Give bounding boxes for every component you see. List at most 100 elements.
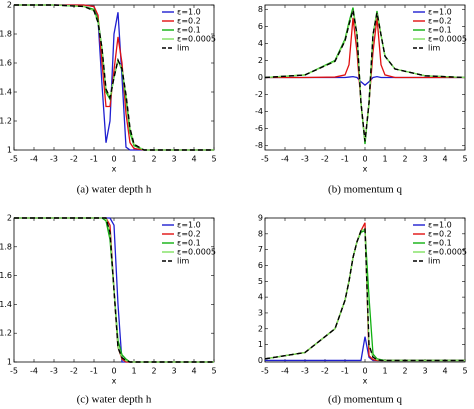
y-tick-label: 2 (7, 1, 12, 10)
x-tick-label: -4 (30, 155, 38, 164)
x-tick-label: 5 (462, 155, 467, 164)
x-tick-label: 3 (171, 155, 176, 164)
legend-label: ε=0.1 (177, 26, 201, 35)
series-line (14, 4, 214, 151)
x-tick-label: 0 (111, 367, 116, 376)
x-tick-label: 2 (151, 155, 156, 164)
y-tick-label: 5 (258, 277, 263, 286)
y-tick-label: 9 (258, 214, 263, 223)
legend-label: ε=1.0 (428, 8, 452, 17)
x-tick-label: 0 (111, 155, 116, 164)
y-tick-label: 6 (258, 261, 263, 270)
x-tick-label: -2 (70, 155, 78, 164)
x-axis-label: x (363, 165, 368, 174)
y-tick-label: 1.4 (0, 88, 12, 97)
legend-label: ε=0.2 (177, 230, 201, 239)
series-line (264, 9, 466, 142)
y-tick-label: 1.8 (0, 242, 12, 251)
legend-label: ε=1.0 (428, 221, 452, 230)
x-axis-label: x (363, 377, 368, 386)
x-tick-label: 2 (402, 367, 407, 376)
x-tick-label: -4 (281, 155, 289, 164)
x-tick-label: -5 (10, 367, 18, 376)
x-tick-label: 1 (131, 155, 136, 164)
x-tick-label: 3 (422, 155, 427, 164)
legend-label: ε=0.0005 (177, 35, 216, 44)
x-tick-label: -2 (70, 367, 78, 376)
x-tick-label: 4 (191, 367, 196, 376)
x-tick-label: -5 (261, 155, 269, 164)
x-tick-label: -1 (341, 367, 349, 376)
y-tick-label: 1.6 (0, 59, 12, 68)
x-tick-label: 4 (442, 155, 447, 164)
caption: (a) water depth h (77, 184, 152, 196)
y-tick-label: 7 (258, 245, 263, 254)
y-tick-label: 0 (258, 356, 263, 365)
y-tick-label: 2 (7, 214, 12, 223)
y-tick-label: 1.8 (0, 30, 12, 39)
y-tick-label: 1 (7, 358, 12, 367)
x-tick-label: 3 (171, 367, 176, 376)
legend-label: lim (428, 257, 440, 266)
legend-label: ε=0.0005 (428, 35, 467, 44)
caption: (c) water depth h (77, 394, 152, 406)
x-tick-label: -3 (50, 367, 58, 376)
x-tick-label: 0 (362, 155, 367, 164)
y-tick-label: -8 (255, 141, 263, 150)
y-tick-label: 1.2 (0, 329, 12, 338)
legend-label: ε=0.2 (177, 17, 201, 26)
x-tick-label: 5 (462, 367, 467, 376)
y-tick-label: 8 (258, 229, 263, 238)
x-tick-label: 1 (131, 367, 136, 376)
caption: (b) momentum q (328, 184, 402, 196)
x-tick-label: 0 (362, 367, 367, 376)
y-tick-label: 6 (258, 22, 263, 31)
legend-label: lim (177, 44, 189, 53)
legend-label: lim (177, 257, 189, 266)
series-line (265, 75, 465, 87)
x-tick-label: 5 (211, 155, 216, 164)
x-tick-label: -4 (30, 367, 38, 376)
y-tick-label: 8 (258, 5, 263, 14)
y-tick-label: -4 (255, 107, 263, 116)
x-tick-label: -3 (301, 367, 309, 376)
series-line (14, 217, 214, 363)
y-tick-label: -2 (255, 90, 263, 99)
legend-label: ε=1.0 (177, 8, 201, 17)
x-tick-label: -5 (10, 155, 18, 164)
legend-label: ε=0.0005 (177, 248, 216, 257)
y-tick-label: 2 (258, 56, 263, 65)
x-tick-label: -4 (281, 367, 289, 376)
x-tick-label: -3 (50, 155, 58, 164)
y-tick-label: 1.4 (0, 300, 12, 309)
x-axis-label: x (112, 377, 117, 386)
legend-label: ε=0.2 (428, 17, 452, 26)
x-tick-label: 1 (382, 155, 387, 164)
x-tick-label: -2 (321, 155, 329, 164)
y-tick-label: 2 (258, 324, 263, 333)
legend-label: ε=0.1 (428, 26, 452, 35)
legend-label: ε=0.1 (177, 239, 201, 248)
caption: (d) momentum q (328, 394, 402, 406)
x-tick-label: 5 (211, 367, 216, 376)
x-tick-label: -3 (301, 155, 309, 164)
x-tick-label: -5 (261, 367, 269, 376)
legend-label: lim (428, 44, 440, 53)
series-line (265, 336, 465, 362)
y-tick-label: 1.2 (0, 117, 12, 126)
x-tick-label: 4 (442, 367, 447, 376)
y-tick-label: 1 (258, 340, 263, 349)
x-tick-label: 2 (151, 367, 156, 376)
x-tick-label: -2 (321, 367, 329, 376)
x-tick-label: 3 (422, 367, 427, 376)
legend-label: ε=0.0005 (428, 248, 467, 257)
x-tick-label: 2 (402, 155, 407, 164)
y-tick-label: 1 (7, 146, 12, 155)
y-tick-label: 3 (258, 308, 263, 317)
x-axis-label: x (112, 165, 117, 174)
y-tick-label: 1.6 (0, 271, 12, 280)
y-tick-label: 4 (258, 39, 263, 48)
series-line (14, 4, 214, 151)
x-tick-label: -1 (90, 367, 98, 376)
